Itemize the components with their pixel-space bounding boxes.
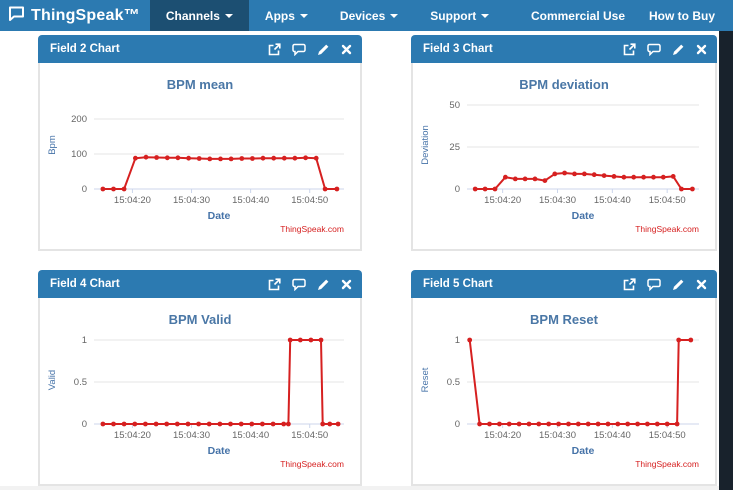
nav-item-apps[interactable]: Apps (249, 0, 324, 31)
close-icon[interactable] (696, 44, 707, 55)
svg-text:ThingSpeak.com: ThingSpeak.com (280, 224, 344, 234)
svg-text:Date: Date (572, 445, 595, 457)
window-bottom-edge (0, 486, 719, 490)
nav-item-commercial-use[interactable]: Commercial Use (530, 8, 625, 23)
svg-text:15:04:40: 15:04:40 (232, 195, 269, 206)
close-icon[interactable] (341, 279, 352, 290)
svg-text:Date: Date (208, 445, 231, 457)
comment-icon[interactable] (647, 278, 661, 291)
svg-text:BPM Valid: BPM Valid (169, 312, 232, 327)
svg-text:0: 0 (82, 419, 87, 430)
svg-text:Date: Date (208, 210, 231, 222)
svg-text:Bpm: Bpm (47, 135, 58, 155)
svg-text:0.5: 0.5 (74, 377, 87, 388)
svg-text:BPM mean: BPM mean (167, 77, 234, 92)
svg-text:15:04:30: 15:04:30 (173, 430, 210, 441)
svg-text:50: 50 (449, 100, 460, 111)
panel-field5-chart: Field 5 Chart BPM Reset 0 0.5 1 15:04:20 15:0… (411, 270, 717, 486)
panel-header: Field 5 Chart (411, 270, 717, 298)
svg-text:15:04:20: 15:04:20 (114, 195, 151, 206)
panel-title: Field 3 Chart (423, 43, 493, 55)
svg-text:15:04:20: 15:04:20 (484, 430, 521, 441)
edit-pencil-icon[interactable] (317, 43, 330, 56)
svg-text:BPM Reset: BPM Reset (530, 312, 599, 327)
svg-text:1: 1 (82, 335, 87, 346)
svg-text:15:04:20: 15:04:20 (114, 430, 151, 441)
chart-bpm-deviation: BPM deviation 0 25 50 15:04:20 15:04:30 15:04:… (420, 77, 699, 234)
comment-icon[interactable] (647, 43, 661, 56)
svg-text:BPM deviation: BPM deviation (519, 77, 609, 92)
svg-text:100: 100 (71, 149, 87, 160)
svg-text:Deviation: Deviation (420, 125, 431, 165)
svg-text:200: 200 (71, 114, 87, 125)
popout-icon[interactable] (623, 277, 636, 291)
svg-text:15:04:50: 15:04:50 (291, 195, 328, 206)
panel-title: Field 5 Chart (423, 278, 493, 290)
comment-icon[interactable] (292, 43, 306, 56)
caret-down-icon (224, 13, 233, 18)
svg-text:ThingSpeak.com: ThingSpeak.com (280, 459, 344, 469)
close-icon[interactable] (341, 44, 352, 55)
panel-field3-chart: Field 3 Chart BPM deviation 0 25 50 15:04:20… (411, 35, 717, 251)
thingspeak-logo[interactable]: ThingSpeak™ (0, 0, 150, 31)
svg-text:15:04:30: 15:04:30 (539, 195, 576, 206)
top-navbar: ThingSpeak™ Channels Apps Devices Suppor… (0, 0, 733, 31)
svg-text:15:04:20: 15:04:20 (484, 195, 521, 206)
chart-bpm-valid: BPM Valid 0 0.5 1 15:04:20 15:04:30 15:04:40 15… (47, 312, 344, 469)
svg-text:15:04:30: 15:04:30 (539, 430, 576, 441)
svg-text:Date: Date (572, 210, 595, 222)
edit-pencil-icon[interactable] (672, 278, 685, 291)
popout-icon[interactable] (268, 42, 281, 56)
svg-text:0: 0 (82, 184, 87, 195)
svg-text:0: 0 (455, 184, 460, 195)
svg-text:0.5: 0.5 (447, 377, 460, 388)
nav-item-support[interactable]: Support (414, 0, 505, 31)
brand-text: ThingSpeak™ (31, 6, 140, 24)
panel-field4-chart: Field 4 Chart BPM Valid 0 0.5 1 15:04:20 15:0… (38, 270, 362, 486)
svg-text:15:04:40: 15:04:40 (594, 195, 631, 206)
caret-down-icon (299, 13, 308, 18)
svg-text:1: 1 (455, 335, 460, 346)
panel-title: Field 4 Chart (50, 278, 120, 290)
nav-item-devices[interactable]: Devices (324, 0, 414, 31)
panel-field2-chart: Field 2 Chart BPM mean 0 100 200 15:04:20 15:… (38, 35, 362, 251)
close-icon[interactable] (696, 279, 707, 290)
edit-pencil-icon[interactable] (672, 43, 685, 56)
popout-icon[interactable] (268, 277, 281, 291)
nav-item-how-to-buy[interactable]: How to Buy (649, 8, 715, 23)
svg-text:25: 25 (449, 142, 460, 153)
chart-bpm-mean: BPM mean 0 100 200 15:04:20 15:04:30 15:04:40 1… (47, 77, 344, 234)
comment-icon[interactable] (292, 278, 306, 291)
chart-bpm-reset: BPM Reset 0 0.5 1 15:04:20 15:04:30 15:04:40 15… (420, 312, 699, 469)
nav-item-channels[interactable]: Channels (149, 0, 249, 31)
window-right-edge (719, 31, 733, 490)
panel-header: Field 2 Chart (38, 35, 362, 63)
svg-text:ThingSpeak.com: ThingSpeak.com (635, 224, 699, 234)
caret-down-icon (390, 13, 399, 18)
svg-text:15:04:40: 15:04:40 (594, 430, 631, 441)
svg-text:15:04:50: 15:04:50 (649, 430, 686, 441)
edit-pencil-icon[interactable] (317, 278, 330, 291)
chat-bubble-icon (8, 6, 25, 26)
svg-text:Valid: Valid (47, 370, 58, 390)
main-nav: Channels Apps Devices Support (149, 0, 505, 31)
panel-title: Field 2 Chart (50, 43, 120, 55)
svg-text:15:04:40: 15:04:40 (232, 430, 269, 441)
panel-header: Field 3 Chart (411, 35, 717, 63)
svg-text:15:04:50: 15:04:50 (291, 430, 328, 441)
svg-text:0: 0 (455, 419, 460, 430)
secondary-nav: Commercial Use How to Buy (519, 0, 733, 31)
popout-icon[interactable] (623, 42, 636, 56)
svg-text:ThingSpeak.com: ThingSpeak.com (635, 459, 699, 469)
svg-text:15:04:50: 15:04:50 (649, 195, 686, 206)
svg-text:Reset: Reset (420, 367, 431, 392)
svg-text:15:04:30: 15:04:30 (173, 195, 210, 206)
panel-header: Field 4 Chart (38, 270, 362, 298)
caret-down-icon (481, 13, 490, 18)
